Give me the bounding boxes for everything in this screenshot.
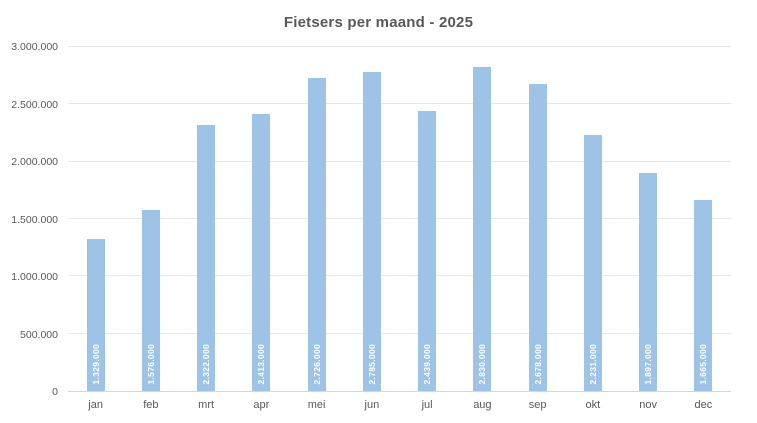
- bar-value-label: 2.830.000: [477, 344, 488, 385]
- bar-value-label: 1.897.000: [643, 344, 654, 385]
- bar-slot: 1.576.000: [123, 47, 178, 391]
- x-tick-label: nov: [639, 399, 657, 411]
- y-gridline: [68, 332, 731, 334]
- x-tick-label: jun: [364, 399, 380, 411]
- x-tick-label: okt: [585, 399, 601, 411]
- y-gridline: [68, 46, 731, 47]
- y-tick-label: 3.000.000: [11, 41, 58, 53]
- bar: 2.785.000: [362, 71, 381, 391]
- bar-slot: 2.678.000: [510, 47, 565, 391]
- bar-slot: 2.726.000: [289, 47, 344, 391]
- y-gridline: [68, 218, 731, 219]
- y-tick-label: 1.500.000: [11, 213, 58, 226]
- y-gridline: [68, 275, 731, 277]
- bar: 2.678.000: [528, 83, 547, 391]
- chart-title: Fietsers per maand - 2025: [283, 14, 474, 31]
- bar: 2.439.000: [418, 111, 437, 391]
- bar: 2.830.000: [473, 66, 492, 391]
- bar-slot: 1.897.000: [621, 47, 676, 391]
- bar-value-label: 2.413.000: [256, 344, 267, 385]
- bar-value-label: 1.329.000: [90, 344, 101, 385]
- bar-value-label: 1.576.000: [145, 344, 156, 385]
- x-tick-label: aug: [473, 399, 492, 411]
- y-tick-label: 0: [52, 386, 58, 398]
- bar-value-label: 2.439.000: [422, 344, 433, 385]
- bar-slot: 2.439.000: [400, 47, 455, 391]
- x-tick-label: feb: [143, 399, 159, 411]
- bar-value-label: 2.231.000: [587, 344, 598, 385]
- x-tick-label: mrt: [198, 399, 215, 411]
- bar-value-label: 2.678.000: [532, 344, 543, 385]
- bar-slot: 2.830.000: [455, 47, 510, 391]
- bar-series: 1.329.000 1.576.000 2.322.000 2.413.000 2.72…: [68, 47, 731, 391]
- bar-value-label: 1.665.000: [698, 344, 709, 385]
- x-tick-label: sep: [528, 399, 547, 411]
- bar-value-label: 2.726.000: [311, 344, 322, 385]
- y-tick-label: 1.000.000: [11, 271, 58, 283]
- bar: 2.726.000: [307, 78, 326, 391]
- y-gridline: [68, 160, 731, 162]
- bar-slot: 2.322.000: [179, 47, 234, 391]
- bar: 2.322.000: [197, 124, 216, 391]
- bar: 2.413.000: [252, 114, 271, 391]
- bar-slot: 1.665.000: [676, 47, 731, 391]
- bar: 1.897.000: [639, 173, 658, 391]
- bar-slot: 2.413.000: [234, 47, 289, 391]
- bar: 1.329.000: [86, 238, 105, 391]
- x-tick-label: jan: [88, 399, 103, 411]
- y-tick-label: 2.500.000: [11, 98, 58, 111]
- bar-slot: 1.329.000: [68, 47, 123, 391]
- x-tick-label: mei: [307, 399, 326, 411]
- bar: 2.231.000: [583, 135, 602, 391]
- x-axis: jan feb mrt apr mei jun jul aug sep okt nov dec: [68, 399, 731, 411]
- y-tick-label: 500.000: [20, 328, 58, 341]
- x-tick-label: apr: [253, 399, 270, 411]
- bar-slot: 2.231.000: [565, 47, 620, 391]
- bar: 1.665.000: [694, 200, 713, 391]
- bar: 1.576.000: [141, 210, 160, 391]
- y-axis: 0 500.000 1.000.000 1.500.000 2.000.000 2.500…: [0, 41, 58, 398]
- y-tick-label: 2.000.000: [11, 156, 58, 168]
- bar-value-label: 2.322.000: [201, 344, 212, 385]
- x-tick-label: dec: [694, 399, 713, 411]
- plot-area: 1.329.000 1.576.000 2.322.000 2.413.000 2.72…: [68, 46, 731, 392]
- y-gridline: [68, 103, 731, 105]
- bar-slot: 2.785.000: [344, 47, 399, 391]
- bar-value-label: 2.785.000: [366, 344, 377, 385]
- x-tick-label: jul: [421, 399, 433, 411]
